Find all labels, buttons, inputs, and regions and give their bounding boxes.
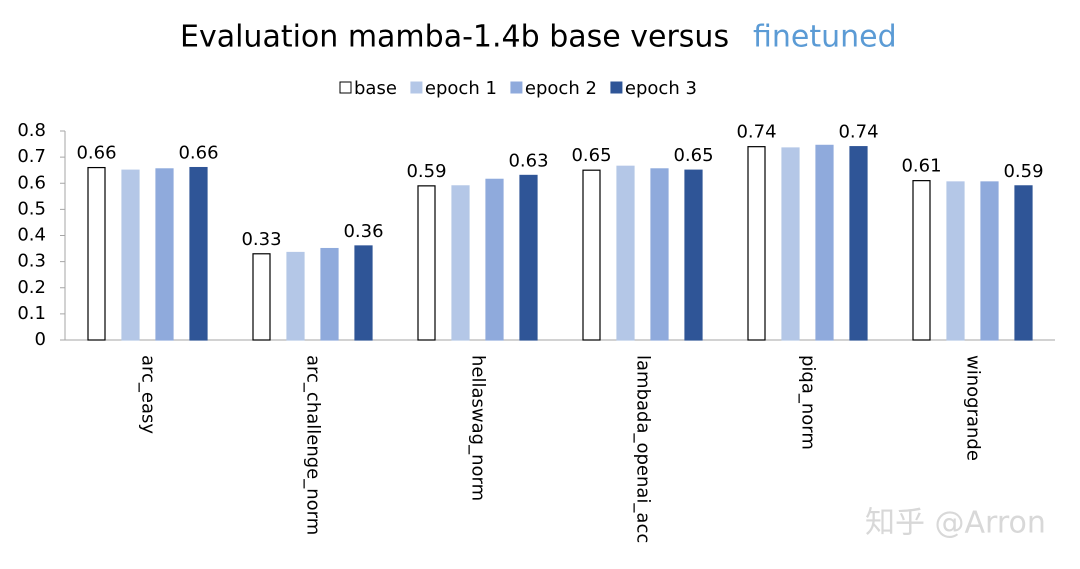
y-tick-label: 0.2 — [17, 277, 46, 298]
legend-swatch — [610, 81, 623, 94]
x-tick-label: arc_easy — [138, 355, 159, 434]
data-label: 0.59 — [406, 161, 446, 182]
legend-swatch — [410, 81, 423, 94]
chart-title-highlight: finetuned — [753, 20, 897, 55]
bar — [121, 169, 140, 341]
bar — [1014, 185, 1033, 341]
bar — [849, 146, 868, 341]
data-label: 0.65 — [673, 145, 713, 166]
bar — [684, 169, 703, 341]
watermark: 知乎 @Arron — [865, 506, 1046, 541]
bar — [87, 166, 106, 341]
bar — [155, 168, 174, 341]
y-tick-label: 0.5 — [17, 198, 46, 219]
legend-label: base — [354, 78, 397, 99]
data-label: 0.74 — [838, 122, 878, 143]
x-tick-label: winogrande — [963, 355, 984, 461]
data-label: 0.63 — [508, 150, 548, 171]
bar — [616, 165, 635, 341]
bar — [417, 185, 436, 341]
y-tick-label: 0.1 — [17, 303, 46, 324]
data-label: 0.66 — [178, 143, 218, 164]
legend-label: epoch 1 — [425, 78, 497, 99]
legend-label: epoch 3 — [625, 78, 697, 99]
bar — [582, 169, 601, 341]
bar — [451, 185, 470, 341]
legend-swatch — [339, 81, 352, 94]
y-tick-label: 0.7 — [17, 146, 46, 167]
bar — [912, 180, 931, 341]
y-tick-label: 0.8 — [17, 120, 46, 141]
y-tick-label: 0.6 — [17, 172, 46, 193]
y-tick-label: 0.4 — [17, 225, 46, 246]
legend-label: epoch 2 — [525, 78, 597, 99]
data-label: 0.74 — [736, 122, 776, 143]
data-label: 0.65 — [571, 145, 611, 166]
data-label: 0.59 — [1003, 161, 1043, 182]
bar — [320, 247, 339, 341]
bar — [286, 251, 305, 341]
bar — [980, 181, 999, 341]
bar — [252, 253, 271, 341]
bar — [189, 166, 208, 341]
data-label: 0.33 — [241, 229, 281, 250]
chart-title: Evaluation mamba-1.4b base versus — [180, 20, 729, 55]
legend-swatch — [510, 81, 523, 94]
bar — [485, 178, 504, 341]
y-tick-label: 0 — [35, 329, 46, 350]
data-label: 0.66 — [76, 143, 116, 164]
data-label: 0.36 — [343, 221, 383, 242]
x-tick-label: hellaswag_norm — [468, 355, 489, 501]
bar — [946, 181, 965, 341]
bar — [781, 147, 800, 341]
bar — [650, 168, 669, 341]
x-tick-label: arc_challenge_norm — [303, 355, 324, 535]
bar — [747, 146, 766, 341]
data-label: 0.61 — [901, 156, 941, 177]
bar — [815, 144, 834, 341]
x-tick-label: piqa_norm — [798, 355, 819, 450]
bar — [354, 245, 373, 341]
y-tick-label: 0.3 — [17, 251, 46, 272]
x-tick-label: lambada_openai_acc — [633, 355, 654, 543]
bar — [519, 174, 538, 341]
